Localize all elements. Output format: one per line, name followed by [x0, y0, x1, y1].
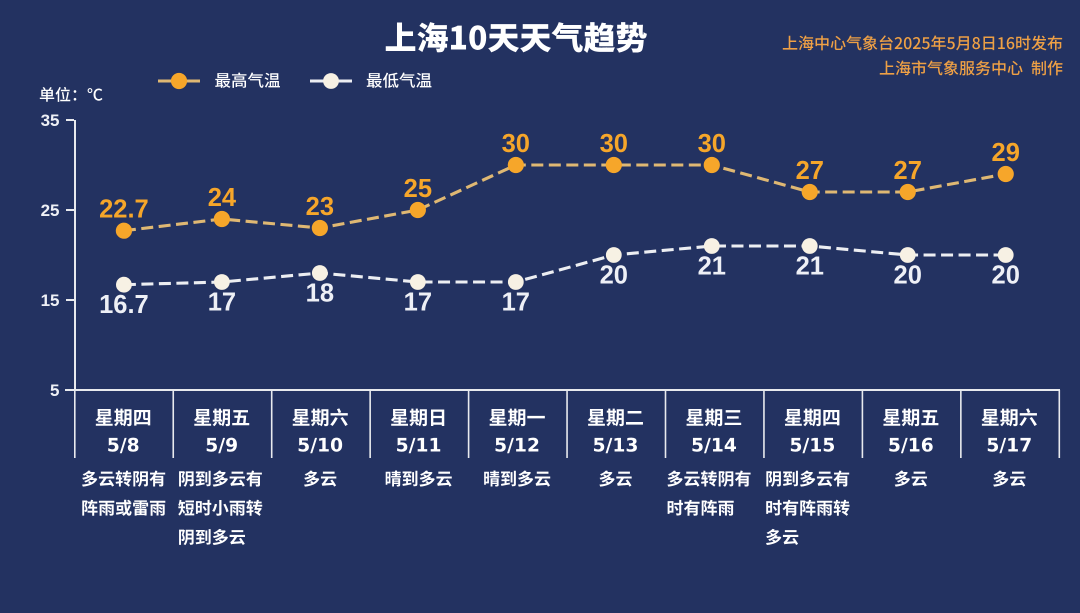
svg-text:30: 30	[698, 130, 726, 158]
svg-text:17: 17	[404, 289, 432, 317]
svg-text:27: 27	[796, 157, 824, 185]
svg-text:25: 25	[404, 175, 432, 203]
svg-text:27: 27	[894, 157, 922, 185]
svg-text:35: 35	[41, 111, 60, 130]
svg-text:5: 5	[50, 381, 59, 400]
svg-text:16.7: 16.7	[99, 291, 149, 319]
svg-text:20: 20	[992, 262, 1020, 290]
svg-text:24: 24	[208, 184, 237, 212]
svg-text:25: 25	[41, 201, 60, 220]
svg-text:22.7: 22.7	[99, 196, 149, 224]
svg-text:29: 29	[992, 139, 1020, 167]
svg-text:30: 30	[600, 130, 628, 158]
svg-text:15: 15	[41, 291, 60, 310]
svg-text:21: 21	[698, 253, 726, 281]
svg-text:23: 23	[306, 193, 334, 221]
svg-text:18: 18	[306, 280, 334, 308]
svg-text:21: 21	[796, 253, 824, 281]
svg-text:17: 17	[208, 289, 236, 317]
svg-text:30: 30	[502, 130, 530, 158]
svg-text:20: 20	[600, 262, 628, 290]
svg-text:20: 20	[894, 262, 922, 290]
svg-text:17: 17	[502, 289, 530, 317]
